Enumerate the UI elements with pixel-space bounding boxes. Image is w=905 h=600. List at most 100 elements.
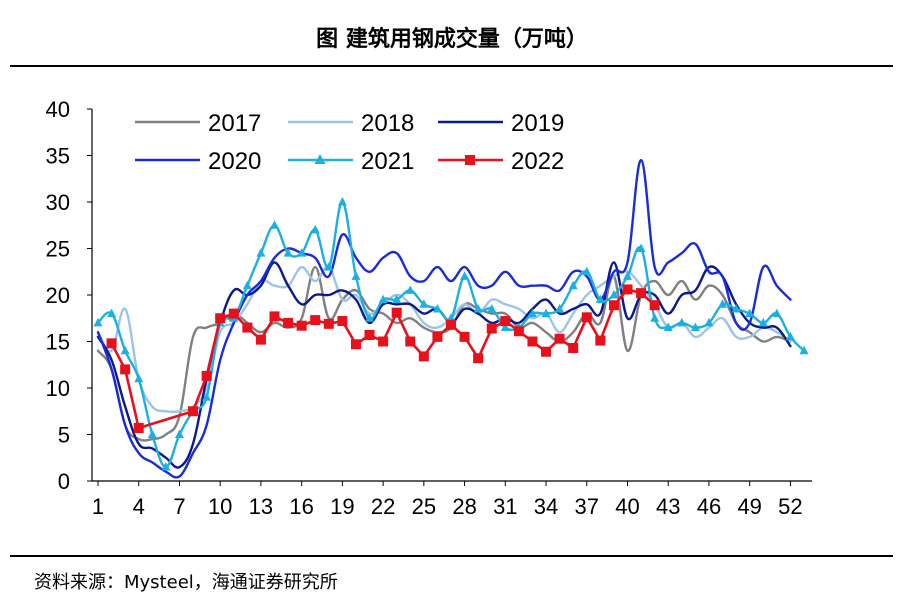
data-point-2021 <box>772 308 782 318</box>
legend: 2017 2018 2019 2020 2021 2022 <box>135 110 564 175</box>
data-point-2021 <box>446 313 456 322</box>
data-point-2022 <box>364 329 375 340</box>
x-tick-label: 1 <box>92 494 104 519</box>
data-point-2022 <box>486 323 497 334</box>
y-tick-label: 30 <box>46 190 70 215</box>
x-tick-label: 13 <box>249 494 273 519</box>
data-point-2022 <box>283 317 294 328</box>
x-tick-label: 4 <box>133 494 145 519</box>
series-layer <box>93 158 809 479</box>
legend-label: 2022 <box>511 148 564 175</box>
data-point-2021 <box>745 308 755 318</box>
data-point-2021 <box>120 345 130 355</box>
legend-marker <box>465 155 475 165</box>
data-point-2021 <box>161 462 171 471</box>
series-2020 <box>96 158 792 479</box>
data-point-2021 <box>758 317 768 327</box>
data-point-2022 <box>608 300 619 311</box>
data-point-2022 <box>310 315 321 326</box>
x-tick-label: 25 <box>412 494 436 519</box>
data-point-2022 <box>554 333 565 344</box>
legend-item-2022: 2022 <box>438 148 564 175</box>
data-point-2021 <box>731 303 741 313</box>
legend-label: 2019 <box>511 110 564 137</box>
x-tick-label: 52 <box>778 494 802 519</box>
legend-label: 2017 <box>208 110 261 137</box>
data-point-2021 <box>623 271 632 280</box>
data-point-2021 <box>704 317 714 327</box>
source-note: 资料来源：Mysteel，海通证券研究所 <box>34 572 338 593</box>
y-tick-label: 5 <box>58 423 70 448</box>
legend-item-2021: 2021 <box>288 148 414 175</box>
x-tick-label: 7 <box>173 494 185 519</box>
data-point-2021 <box>270 220 279 229</box>
x-tick-label: 34 <box>534 494 558 519</box>
data-point-2022 <box>188 406 199 417</box>
data-point-2022 <box>323 318 334 329</box>
data-point-2021 <box>242 280 252 290</box>
data-point-2022 <box>513 326 524 337</box>
data-point-2021 <box>799 345 809 355</box>
data-point-2021 <box>541 308 551 318</box>
data-point-2021 <box>297 248 307 257</box>
data-point-2021 <box>473 303 483 313</box>
series-2022 <box>106 284 660 433</box>
data-point-2021 <box>460 271 470 280</box>
data-point-2021 <box>134 373 144 383</box>
data-point-2021 <box>351 271 361 280</box>
x-tick-label: 10 <box>208 494 232 519</box>
chart-title: 图 建筑用钢成交量（万吨） <box>316 26 588 52</box>
data-point-2022 <box>255 334 266 345</box>
data-point-2021 <box>419 299 429 308</box>
y-tick-label: 25 <box>46 237 70 262</box>
x-tick-label: 28 <box>452 494 476 519</box>
data-point-2021 <box>636 243 646 252</box>
legend-item-2018: 2018 <box>288 110 414 137</box>
y-tick-label: 40 <box>46 97 70 122</box>
x-tick-label: 16 <box>289 494 313 519</box>
series-2021 <box>93 197 809 471</box>
data-point-2021 <box>663 322 673 332</box>
data-point-2022 <box>391 307 402 318</box>
data-point-2022 <box>541 346 552 357</box>
data-point-2022 <box>418 351 429 362</box>
data-point-2022 <box>405 336 416 347</box>
x-tick-label: 19 <box>330 494 354 519</box>
data-point-2022 <box>649 300 660 311</box>
y-tick-label: 20 <box>46 283 70 308</box>
data-point-2021 <box>650 313 660 322</box>
data-point-2022 <box>350 339 361 350</box>
x-tick-label: 46 <box>697 494 721 519</box>
data-point-2021 <box>93 317 103 327</box>
data-point-2021 <box>595 294 605 304</box>
data-point-2022 <box>242 322 253 333</box>
data-point-2021 <box>527 308 537 318</box>
y-tick-label: 15 <box>46 330 70 355</box>
data-point-2022 <box>269 311 280 322</box>
data-point-2022 <box>595 335 606 346</box>
y-tick-label: 0 <box>58 469 70 494</box>
legend-label: 2020 <box>208 148 261 175</box>
y-tick-label: 35 <box>46 144 70 169</box>
x-tick-label: 37 <box>575 494 599 519</box>
data-point-2021 <box>256 248 266 257</box>
data-point-2022 <box>120 364 131 375</box>
data-point-2021 <box>690 322 700 332</box>
data-point-2021 <box>555 303 565 313</box>
series-line-2020 <box>96 158 792 479</box>
legend-item-2019: 2019 <box>438 110 564 137</box>
x-tick-label: 31 <box>493 494 517 519</box>
data-point-2022 <box>215 313 226 324</box>
data-point-2021 <box>609 290 619 299</box>
data-point-2021 <box>365 313 375 322</box>
data-point-2021 <box>718 299 728 308</box>
data-point-2022 <box>337 316 348 327</box>
y-tick-label: 10 <box>46 376 70 401</box>
data-point-2021 <box>174 429 184 438</box>
data-point-2022 <box>581 312 592 323</box>
data-point-2022 <box>459 331 470 342</box>
data-point-2021 <box>500 322 510 332</box>
data-point-2021 <box>487 303 497 313</box>
legend-item-2020: 2020 <box>135 148 261 175</box>
